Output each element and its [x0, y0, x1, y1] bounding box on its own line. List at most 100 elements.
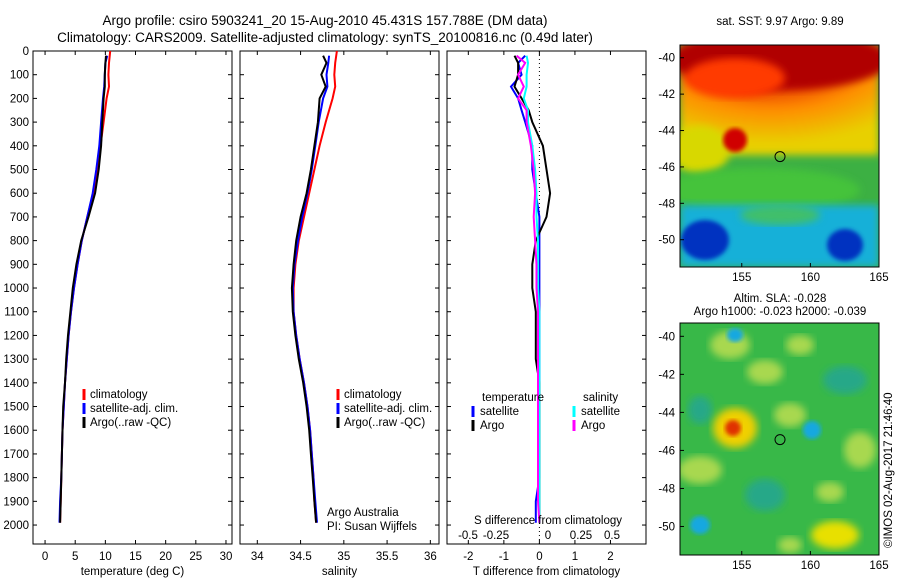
diff-plot-frame	[446, 50, 647, 545]
depth-tick-label: 400	[10, 141, 29, 153]
sla-lon-tick-label: 165	[869, 560, 888, 572]
sst-argo-position-marker	[774, 151, 786, 163]
salinity-panel: 34 34.5 35 35.5 36 salinity climatology satelli…	[239, 50, 440, 578]
depth-tick-label: 700	[10, 212, 29, 224]
temp-x-tick-label: 20	[159, 551, 172, 563]
sla-lat-tick-label: -48	[658, 483, 675, 495]
sal-series-argo-raw-qc-	[290, 55, 328, 523]
sal-x-tick-label: 35	[337, 551, 350, 563]
temp-x-tick-label: 0	[42, 551, 48, 563]
legend-entry: climatology	[90, 389, 148, 401]
depth-tick-label: 2000	[3, 520, 29, 532]
sst-lat-tick-label: -48	[658, 198, 675, 210]
legend-entry: satellite-adj. clim.	[344, 403, 432, 415]
depth-tick-label: 600	[10, 188, 29, 200]
legend-entry: Argo	[581, 420, 605, 432]
annotation-argo-australia: Argo Australia	[327, 507, 399, 519]
sla-map	[680, 323, 879, 555]
diff-x-tick-label: 2	[607, 551, 613, 563]
sal-x-tick-label: 36	[424, 551, 437, 563]
diff-s-tick-label: 0.25	[570, 530, 592, 542]
sla-map-title-line1: Altim. SLA: -0.028	[734, 293, 827, 305]
sal-x-axis-label: salinity	[322, 566, 357, 578]
sla-lat-tick-label: -44	[658, 407, 675, 419]
sst-lon-tick-label: 165	[869, 272, 888, 284]
legend-entry: satellite	[480, 406, 519, 418]
depth-tick-label: 1700	[3, 449, 29, 461]
depth-tick-label: 900	[10, 259, 29, 271]
depth-tick-label: 1100	[4, 307, 29, 319]
sla-argo-position-marker	[774, 434, 786, 446]
depth-tick-label: 1200	[3, 330, 29, 342]
annotation-pi: PI: Susan Wijffels	[327, 521, 417, 533]
sst-map-frame	[679, 44, 880, 268]
sst-lat-tick-label: -46	[658, 162, 675, 174]
sal-plot-frame	[239, 50, 440, 545]
temperature-panel: 0100200300400500600700800900100011001200…	[3, 46, 233, 578]
diff-s-tick-label: 0	[545, 530, 551, 542]
sla-map-axes: 155 160 165 -40 -42 -44 -46 -48 -50	[658, 322, 889, 572]
temp-x-tick-label: 30	[220, 551, 233, 563]
legend-entry: satellite-adj. clim.	[90, 403, 178, 415]
depth-tick-label: 1600	[3, 425, 29, 437]
sla-lat-tick-label: -46	[658, 445, 675, 457]
diff-series-satellite	[522, 55, 541, 523]
depth-tick-label: 200	[10, 93, 29, 105]
depth-tick-label: 1500	[3, 402, 29, 414]
diff-s-tick-label: -0.25	[483, 530, 509, 542]
sal-x-tick-label: 34.5	[289, 551, 311, 563]
sst-map-axes: 155 160 165 -40 -42 -44 -46 -48 -50	[658, 44, 889, 284]
diff-x-axis-label: T difference from climatology	[473, 566, 620, 578]
sst-lat-tick-label: -40	[658, 53, 675, 65]
legend-entry: Argo(..raw -QC)	[90, 417, 171, 429]
depth-tick-label: 0	[23, 46, 29, 58]
depth-tick-label: 1000	[3, 283, 29, 295]
legend-salinity-heading: salinity	[583, 392, 618, 404]
diff-x-tick-label: -2	[463, 551, 473, 563]
legend-entry: climatology	[344, 389, 402, 401]
legend-entry: satellite	[581, 406, 620, 418]
sst-lat-tick-label: -44	[658, 126, 675, 138]
temp-x-tick-label: 15	[129, 551, 142, 563]
sst-lat-tick-label: -42	[658, 89, 675, 101]
depth-tick-label: 800	[10, 236, 29, 248]
diff-s-tick-label: 0.5	[604, 530, 620, 542]
sst-map-title: sat. SST: 9.97 Argo: 9.89	[716, 16, 843, 28]
diff-x-tick-label: -1	[499, 551, 509, 563]
legend-temperature-heading: temperature	[482, 392, 544, 404]
diff-series-argo	[515, 54, 541, 523]
depth-tick-label: 1800	[3, 473, 29, 485]
temp-plot-frame	[32, 50, 233, 545]
credit-text: ©IMOS 02-Aug-2017 21:46:40	[883, 392, 895, 548]
depth-tick-label: 1900	[3, 496, 29, 508]
diff-x-tick-label: 1	[572, 551, 578, 563]
sla-lon-tick-label: 160	[801, 560, 820, 572]
legend-entry: Argo(..raw -QC)	[344, 417, 425, 429]
sla-lat-tick-label: -42	[658, 369, 675, 381]
temp-x-tick-label: 10	[99, 551, 112, 563]
sst-map	[680, 45, 879, 267]
temp-series-argo-raw-qc-	[59, 55, 107, 523]
diff-x-tick-label: 0	[536, 551, 542, 563]
difference-panel: -2 -1 0 1 2 T difference from climatology -0.5…	[446, 50, 647, 578]
sst-lon-tick-label: 160	[801, 272, 820, 284]
diff-s-axis-label: S difference from climatology	[474, 515, 622, 527]
sla-map-frame	[679, 322, 880, 556]
sla-lat-tick-label: -40	[658, 331, 675, 343]
depth-tick-label: 500	[10, 165, 29, 177]
depth-tick-label: 300	[10, 117, 29, 129]
figure-title-line1: Argo profile: csiro 5903241_20 15-Aug-20…	[102, 13, 548, 28]
sst-lon-tick-label: 155	[732, 272, 751, 284]
sla-map-title-line2: Argo h1000: -0.023 h2000: -0.039	[694, 306, 867, 318]
sla-lat-tick-label: -50	[658, 521, 675, 533]
temp-x-tick-label: 5	[72, 551, 78, 563]
temp-x-axis-label: temperature (deg C)	[81, 566, 185, 578]
sst-lat-tick-label: -50	[658, 235, 675, 247]
sal-x-tick-label: 35.5	[376, 551, 398, 563]
figure-title-line2: Climatology: CARS2009. Satellite-adjuste…	[57, 30, 593, 45]
sla-lon-tick-label: 155	[732, 560, 751, 572]
sal-x-tick-label: 34	[251, 551, 264, 563]
depth-tick-label: 100	[10, 70, 29, 82]
legend-entry: Argo	[480, 420, 504, 432]
